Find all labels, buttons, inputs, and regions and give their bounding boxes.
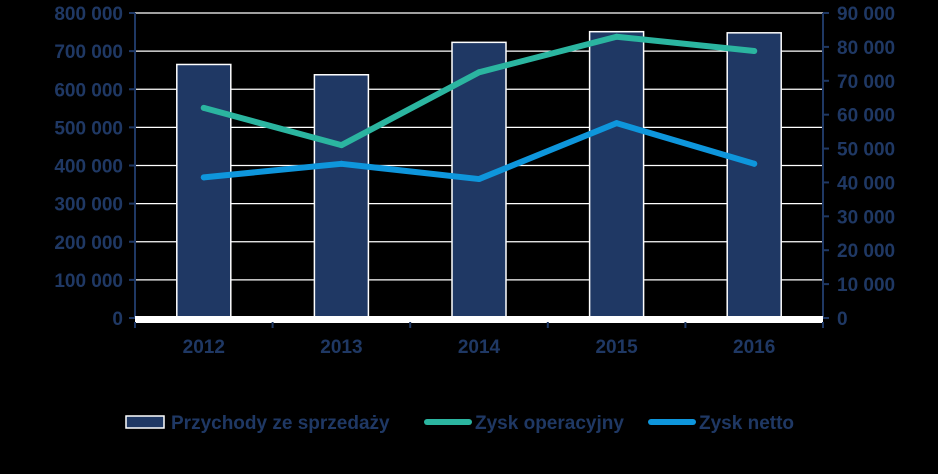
x-tick-label: 2012 bbox=[183, 337, 225, 358]
line-point bbox=[338, 160, 345, 167]
right-tick-label: 40 000 bbox=[837, 173, 895, 194]
line-point bbox=[613, 33, 620, 40]
line-point bbox=[200, 104, 207, 111]
line-series bbox=[200, 33, 758, 183]
left-tick-label: 500 000 bbox=[54, 118, 123, 139]
left-tick-label: 700 000 bbox=[54, 42, 123, 63]
legend-swatch-bar bbox=[125, 415, 165, 429]
line-point bbox=[751, 160, 758, 167]
right-tick-label: 60 000 bbox=[837, 106, 895, 127]
x-axis-tick-labels: 2012 2013 2014 2015 2016 bbox=[183, 337, 776, 358]
axes bbox=[129, 12, 829, 328]
left-tick-label: 300 000 bbox=[54, 195, 123, 216]
x-axis-line bbox=[135, 316, 823, 323]
left-tick-label: 200 000 bbox=[54, 233, 123, 254]
legend: Przychody ze sprzedaży Zysk operacyjny Zys… bbox=[125, 413, 794, 434]
right-tick-label: 0 bbox=[837, 309, 848, 330]
x-tick-label: 2014 bbox=[458, 337, 501, 358]
right-axis-tick-labels: 0 10 000 20 000 30 000 40 000 50 000 60 000 70 … bbox=[837, 4, 895, 330]
line-point bbox=[476, 176, 482, 183]
legend-label: Zysk operacyjny bbox=[475, 413, 624, 434]
left-tick-label: 0 bbox=[112, 309, 123, 330]
right-tick-label: 80 000 bbox=[837, 38, 895, 59]
right-tick-label: 90 000 bbox=[837, 4, 895, 25]
x-tick-label: 2015 bbox=[595, 337, 638, 358]
bar-2012 bbox=[176, 63, 232, 319]
left-tick-label: 800 000 bbox=[54, 4, 123, 25]
x-tick-label: 2013 bbox=[320, 337, 362, 358]
bar-2016 bbox=[726, 32, 782, 319]
line-point bbox=[613, 120, 620, 127]
bar-2013 bbox=[313, 74, 370, 319]
left-axis-tick-labels: 0 100 000 200 000 300 000 400 000 500 000 600 … bbox=[54, 4, 123, 330]
x-tick-label: 2016 bbox=[733, 337, 775, 358]
right-tick-label: 50 000 bbox=[837, 140, 895, 161]
left-tick-label: 100 000 bbox=[54, 271, 123, 292]
line-point bbox=[476, 69, 482, 76]
legend-label: Przychody ze sprzedaży bbox=[171, 413, 390, 434]
line-point bbox=[200, 174, 207, 181]
bar-series bbox=[176, 30, 782, 319]
line-point bbox=[338, 142, 345, 149]
left-tick-label: 400 000 bbox=[54, 157, 123, 178]
right-tick-label: 30 000 bbox=[837, 207, 895, 228]
legend-label: Zysk netto bbox=[699, 413, 794, 434]
right-tick-label: 70 000 bbox=[837, 72, 895, 93]
left-tick-label: 600 000 bbox=[54, 80, 123, 101]
line-point bbox=[751, 47, 758, 54]
bar-2015 bbox=[588, 30, 645, 319]
right-tick-label: 20 000 bbox=[837, 241, 895, 262]
right-tick-label: 10 000 bbox=[837, 275, 895, 296]
